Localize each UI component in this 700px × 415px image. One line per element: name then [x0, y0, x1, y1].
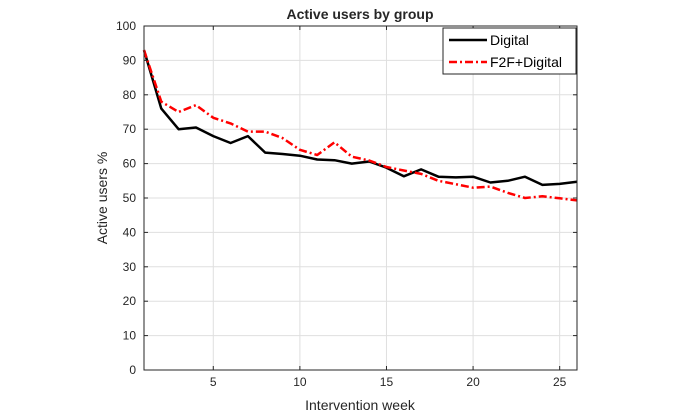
y-tick-label: 10: [123, 329, 137, 343]
y-tick-label: 30: [123, 260, 137, 274]
y-tick-label: 50: [123, 191, 137, 205]
y-tick-label: 20: [123, 294, 137, 308]
y-tick-label: 70: [123, 122, 137, 136]
legend-label-digital: Digital: [490, 32, 529, 48]
series-lines: [142, 49, 578, 202]
y-tick-label: 0: [129, 363, 136, 377]
series-line-f2f-digital: [142, 49, 578, 202]
y-axis-ticks: 0 10 20 30 40 50 60 70 80 90 100: [116, 19, 577, 377]
x-tick-label: 15: [380, 375, 394, 389]
legend-box: [442, 27, 577, 75]
chart-title: Active users by group: [286, 6, 433, 22]
y-tick-label: 60: [123, 157, 137, 171]
x-tick-label: 10: [293, 375, 307, 389]
x-axis-label: Intervention week: [305, 397, 416, 413]
y-tick-label: 80: [123, 88, 137, 102]
y-tick-label: 100: [116, 19, 136, 33]
x-tick-label: 5: [210, 375, 217, 389]
y-tick-label: 40: [123, 225, 137, 239]
x-tick-label: 20: [466, 375, 480, 389]
y-axis-label: Active users %: [94, 152, 110, 245]
legend-label-f2f-digital: F2F+Digital: [490, 54, 562, 70]
y-tick-label: 90: [123, 53, 137, 67]
x-axis-ticks: 5 10 15 20 25: [210, 26, 567, 389]
legend: Digital F2F+Digital: [442, 27, 577, 75]
series-line-digital: [142, 49, 578, 187]
x-tick-label: 25: [553, 375, 567, 389]
grid: [144, 25, 577, 371]
